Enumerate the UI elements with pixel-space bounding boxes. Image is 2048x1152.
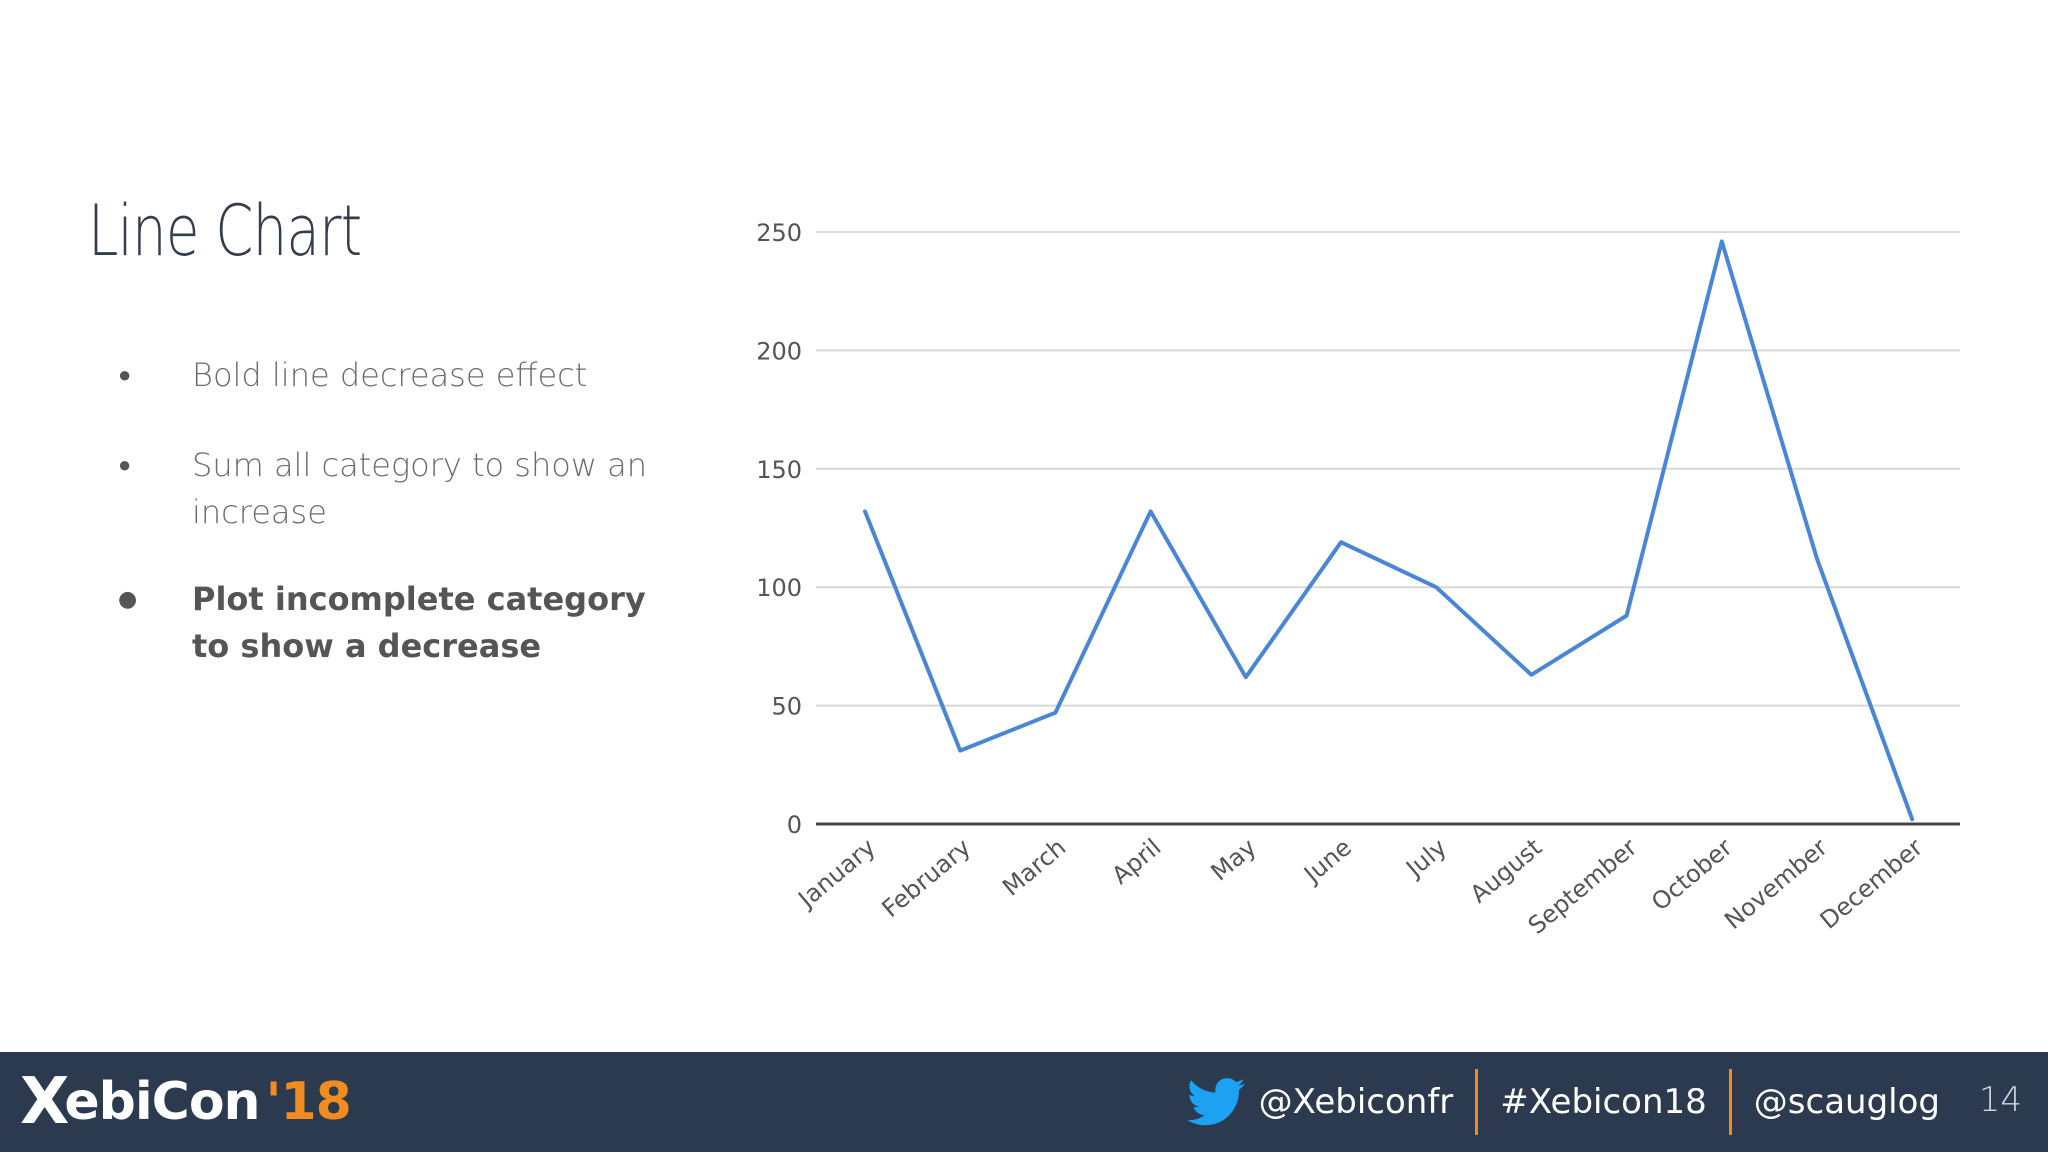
- logo-year: '18: [265, 1072, 352, 1132]
- x-tick-label: February: [877, 833, 976, 923]
- x-tick-label: May: [1206, 833, 1262, 886]
- page-number: 14: [1978, 1080, 2022, 1120]
- x-tick-label: August: [1465, 833, 1547, 908]
- hashtag-xebicon18[interactable]: #Xebicon18: [1500, 1082, 1707, 1122]
- y-tick-label: 100: [756, 574, 802, 602]
- logo-x: X: [20, 1065, 69, 1139]
- x-tick-label: January: [792, 833, 881, 914]
- logo-text: ebiCon: [64, 1072, 260, 1132]
- x-tick-label: April: [1106, 833, 1166, 890]
- x-tick-label: November: [1719, 833, 1833, 935]
- x-tick-label: July: [1399, 833, 1452, 883]
- x-tick-label: October: [1646, 833, 1738, 916]
- handle-xebiconfr[interactable]: @Xebiconfr: [1258, 1082, 1454, 1122]
- y-tick-label: 150: [756, 456, 802, 484]
- bullet-item: Sum all category to show an increase: [118, 442, 658, 536]
- bullet-item: Bold line decrease effect: [118, 352, 658, 399]
- bullet-item: Plot incomplete category to show a decre…: [118, 576, 658, 670]
- y-tick-label: 200: [756, 337, 802, 365]
- x-tick-label: June: [1297, 833, 1357, 889]
- xebicon-logo: X ebiCon '18: [20, 1065, 352, 1139]
- divider: [1475, 1069, 1479, 1135]
- bullet-list: Bold line decrease effect Sum all catego…: [118, 352, 658, 670]
- x-tick-label: December: [1815, 833, 1928, 935]
- footer-bar: X ebiCon '18 @Xebiconfr #Xebicon18 @scau…: [0, 1052, 2048, 1152]
- twitter-bird-icon: [1186, 1078, 1245, 1126]
- handle-scauglog[interactable]: @scauglog: [1753, 1082, 1940, 1122]
- y-tick-label: 50: [771, 693, 802, 721]
- y-tick-label: 250: [756, 219, 802, 247]
- divider: [1728, 1069, 1732, 1135]
- social-handles: @Xebiconfr #Xebicon18 @scauglog: [1186, 1052, 1940, 1152]
- x-tick-label: March: [997, 833, 1071, 901]
- series-line: [863, 239, 1915, 822]
- slide-title: Line Chart: [88, 190, 362, 272]
- y-tick-label: 0: [787, 811, 802, 839]
